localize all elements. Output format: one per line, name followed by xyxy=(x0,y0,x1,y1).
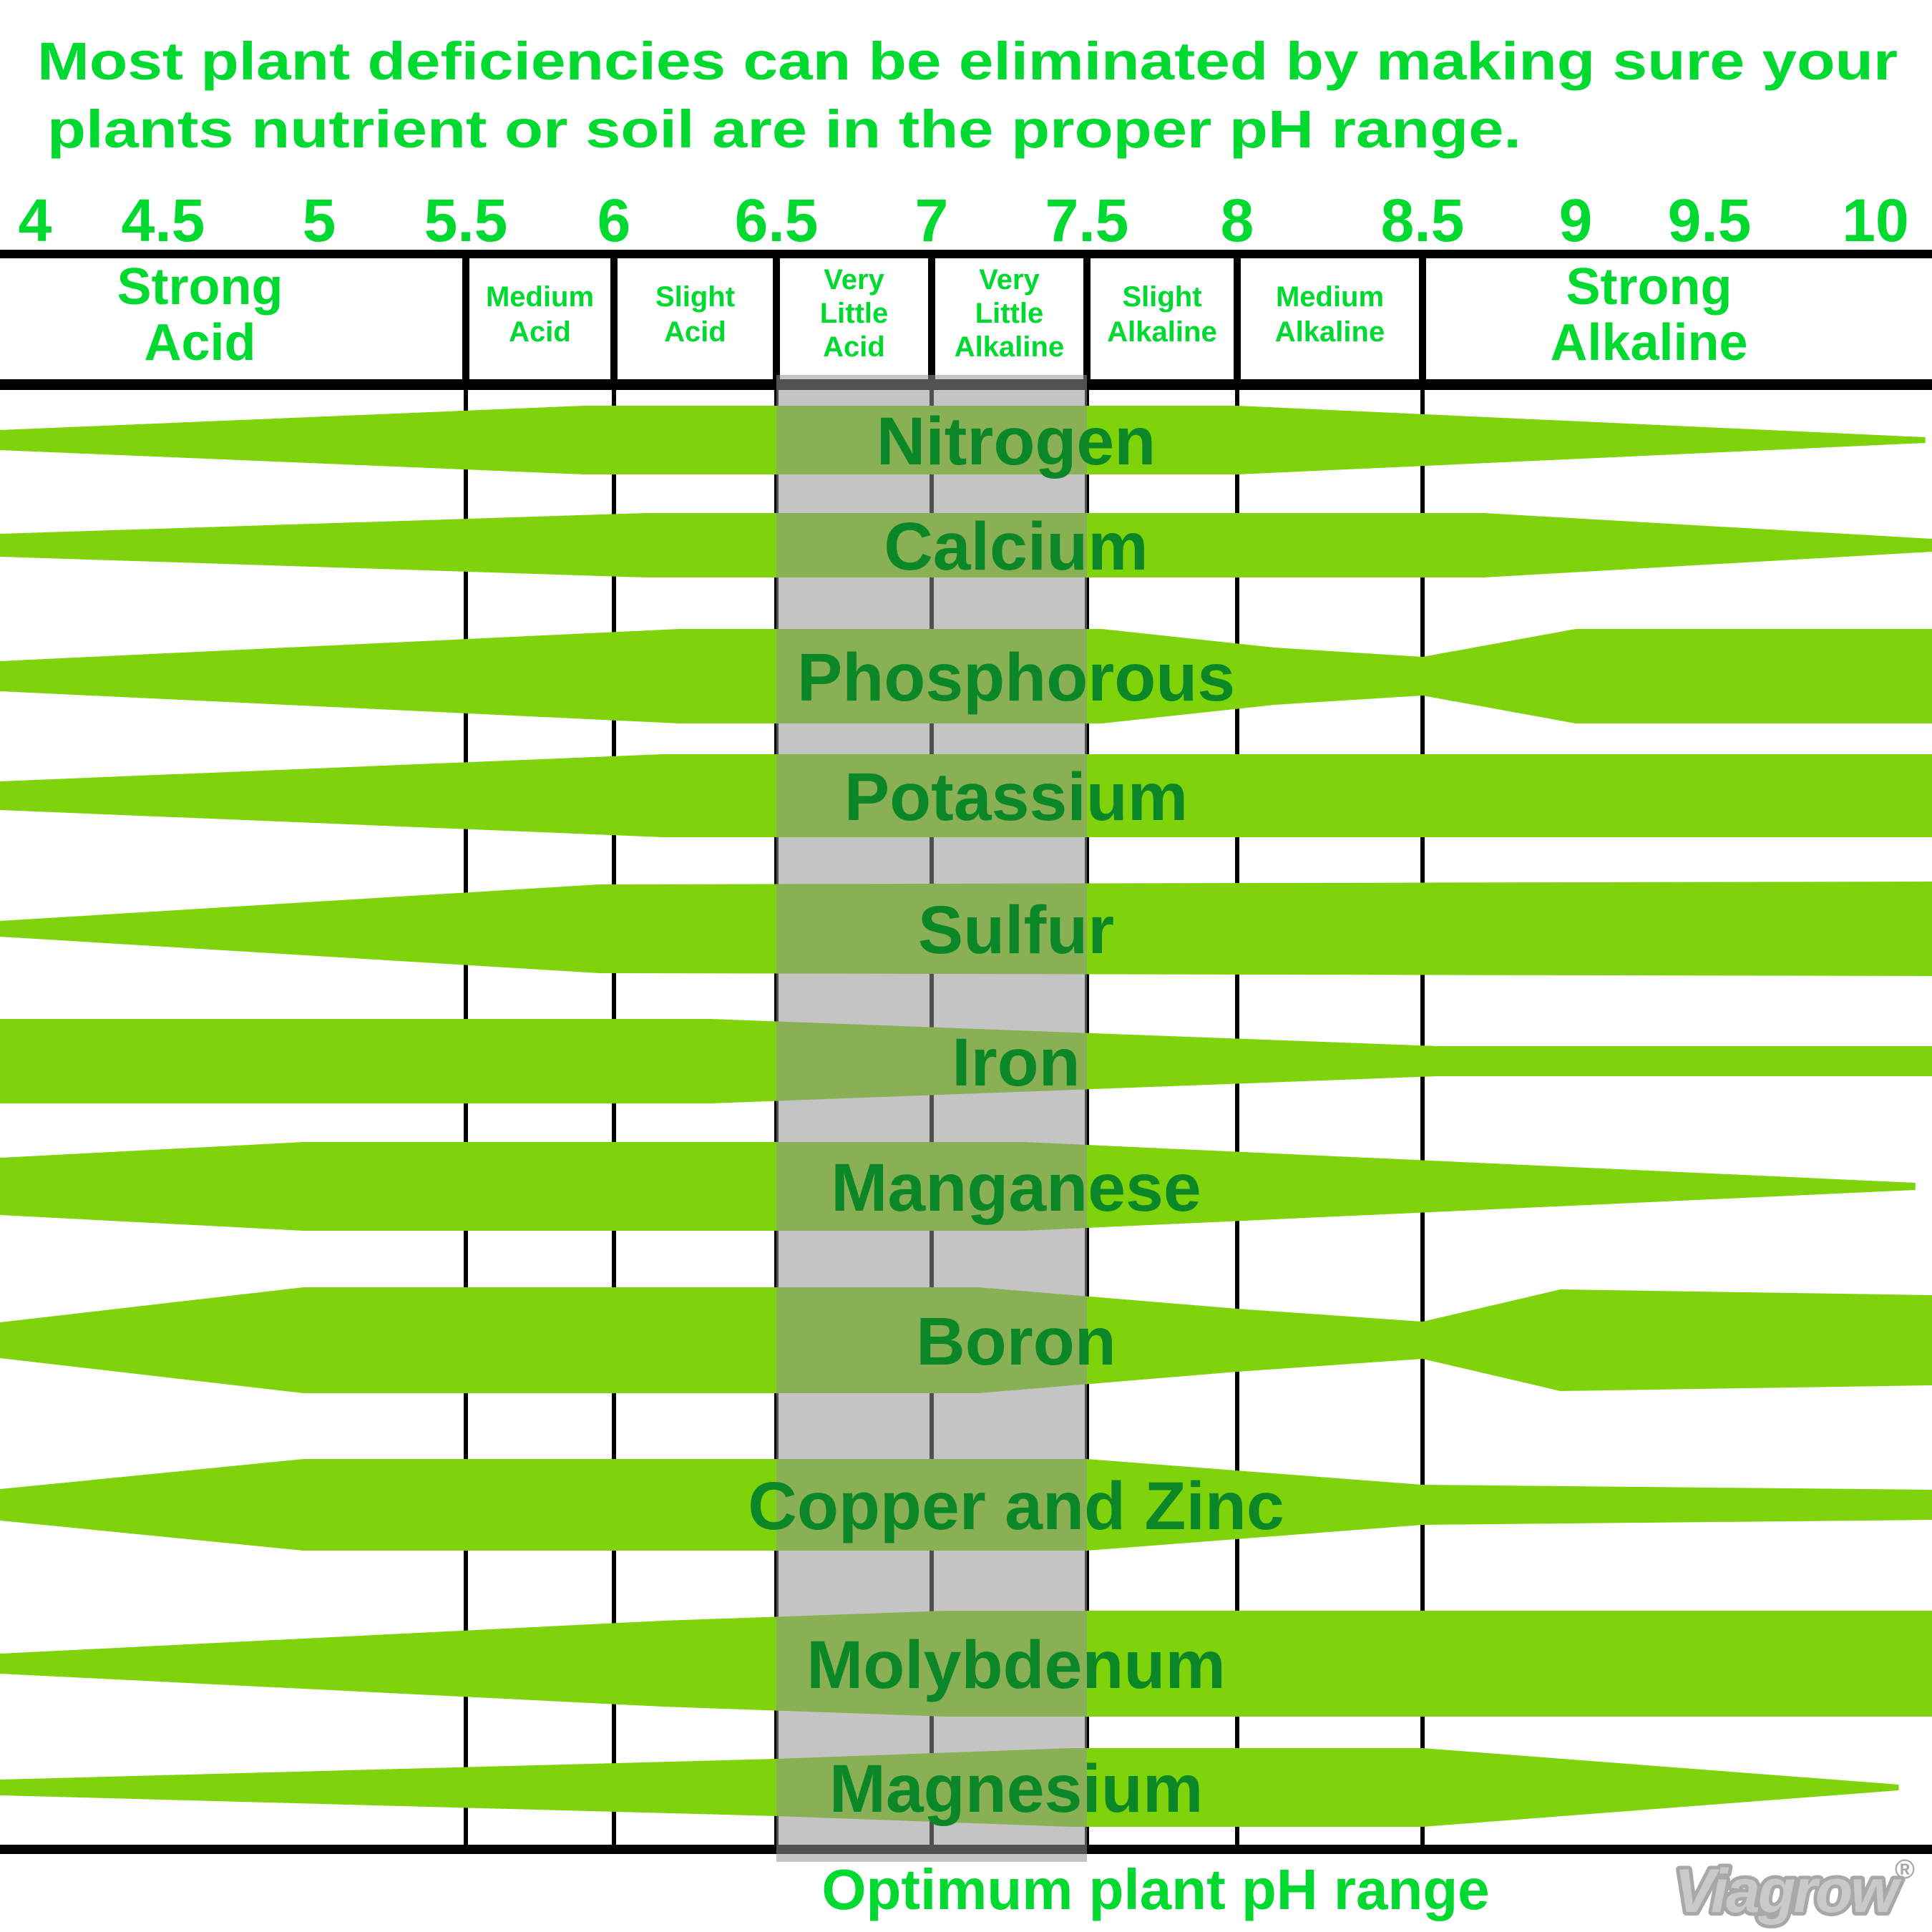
category-label-line: Strong xyxy=(117,258,283,316)
band-label-potassium: Potassium xyxy=(844,759,1188,835)
horizontal-border-top xyxy=(0,250,1932,258)
header-cell-border-ph-6.5 xyxy=(773,258,780,379)
header-cell-border-ph-8 xyxy=(1234,258,1241,379)
ph-tick-label-4.5: 4.5 xyxy=(122,187,205,254)
acidity-category-labels: StrongAcidMediumAcidSlightAcidVeryLittle… xyxy=(117,258,1748,371)
ph-scale-labels: 4 4.5 5 5.5 6 6.5 7 7.5 8 8.5 9 9.5 10 xyxy=(19,187,1909,254)
category-label-line: Slight xyxy=(1122,281,1201,313)
ph-tick-label-5.5: 5.5 xyxy=(424,187,508,254)
category-label-line: Acid xyxy=(509,316,571,348)
ph-tick-label-7: 7 xyxy=(915,187,949,254)
viagrow-logo-text: Viagrow xyxy=(1674,1857,1902,1926)
category-label-line: Strong xyxy=(1566,258,1732,316)
ph-tick-label-8.5: 8.5 xyxy=(1381,187,1465,254)
ph-tick-label-8: 8 xyxy=(1221,187,1254,254)
category-label-line: Alkaline xyxy=(1550,314,1747,371)
header-cell-border-ph-8.5 xyxy=(1419,258,1426,379)
band-label-boron: Boron xyxy=(916,1304,1116,1380)
band-label-calcium: Calcium xyxy=(884,509,1148,585)
category-label-line: Very xyxy=(824,264,884,296)
band-label-sulfur: Sulfur xyxy=(918,892,1114,968)
band-label-molybdenum: Molybdenum xyxy=(806,1627,1226,1703)
band-label-magnesium: Magnesium xyxy=(829,1751,1204,1827)
registered-trademark-icon: ® xyxy=(1895,1855,1915,1885)
category-label-line: Little xyxy=(820,298,889,329)
grid-line-ph-8.5 xyxy=(1420,390,1425,1845)
header-cell-border-ph-7.5 xyxy=(1083,258,1091,379)
ph-tick-label-9.5: 9.5 xyxy=(1668,187,1752,254)
ph-tick-label-10: 10 xyxy=(1842,187,1908,254)
grid-line-ph-5.5 xyxy=(464,390,468,1845)
ph-tick-label-7.5: 7.5 xyxy=(1045,187,1129,254)
category-label-line: Alkaline xyxy=(1275,316,1385,348)
band-label-nitrogen: Nitrogen xyxy=(877,404,1156,479)
category-label-line: Medium xyxy=(1276,281,1384,313)
band-label-iron: Iron xyxy=(952,1025,1080,1101)
band-label-copper-and-zinc: Copper and Zinc xyxy=(748,1468,1284,1544)
nutrient-labels: Nitrogen Calcium Phosphorous Potassium Sulfu… xyxy=(748,404,1284,1827)
ph-tick-label-5: 5 xyxy=(303,187,336,254)
grid-line-ph-8 xyxy=(1235,390,1239,1845)
ph-tick-label-6: 6 xyxy=(597,187,631,254)
grid-line-ph-6 xyxy=(612,390,616,1845)
band-label-phosphorous: Phosphorous xyxy=(797,640,1235,716)
header-cell-border-ph-7 xyxy=(928,258,935,379)
category-label-line: Alkaline xyxy=(955,331,1064,363)
header-cell-border-ph-6 xyxy=(610,258,618,379)
category-label-line: Slight xyxy=(655,281,735,313)
ph-tick-label-9: 9 xyxy=(1559,187,1593,254)
category-label-line: Medium xyxy=(486,281,594,313)
band-label-manganese: Manganese xyxy=(831,1150,1201,1226)
viagrow-logo: Viagrow ® xyxy=(1671,1853,1915,1929)
category-label-line: Alkaline xyxy=(1107,316,1216,348)
category-label-line: Acid xyxy=(144,314,255,371)
optimum-ph-range-band xyxy=(776,375,1087,1862)
ph-tick-label-4: 4 xyxy=(19,187,52,254)
optimum-range-caption: Optimum plant pH range xyxy=(821,1858,1489,1921)
category-label-line: Acid xyxy=(664,316,726,348)
ph-tick-label-6.5: 6.5 xyxy=(735,187,819,254)
category-label-line: Acid xyxy=(823,331,885,363)
page-title-line2: plants nutrient or soil are in the prope… xyxy=(47,99,1521,159)
category-label-line: Little xyxy=(975,298,1044,329)
header-cell-border-ph-5.5 xyxy=(462,258,469,379)
page-title-line1: Most plant deficiencies can be eliminate… xyxy=(37,31,1898,91)
category-label-line: Very xyxy=(979,264,1040,296)
